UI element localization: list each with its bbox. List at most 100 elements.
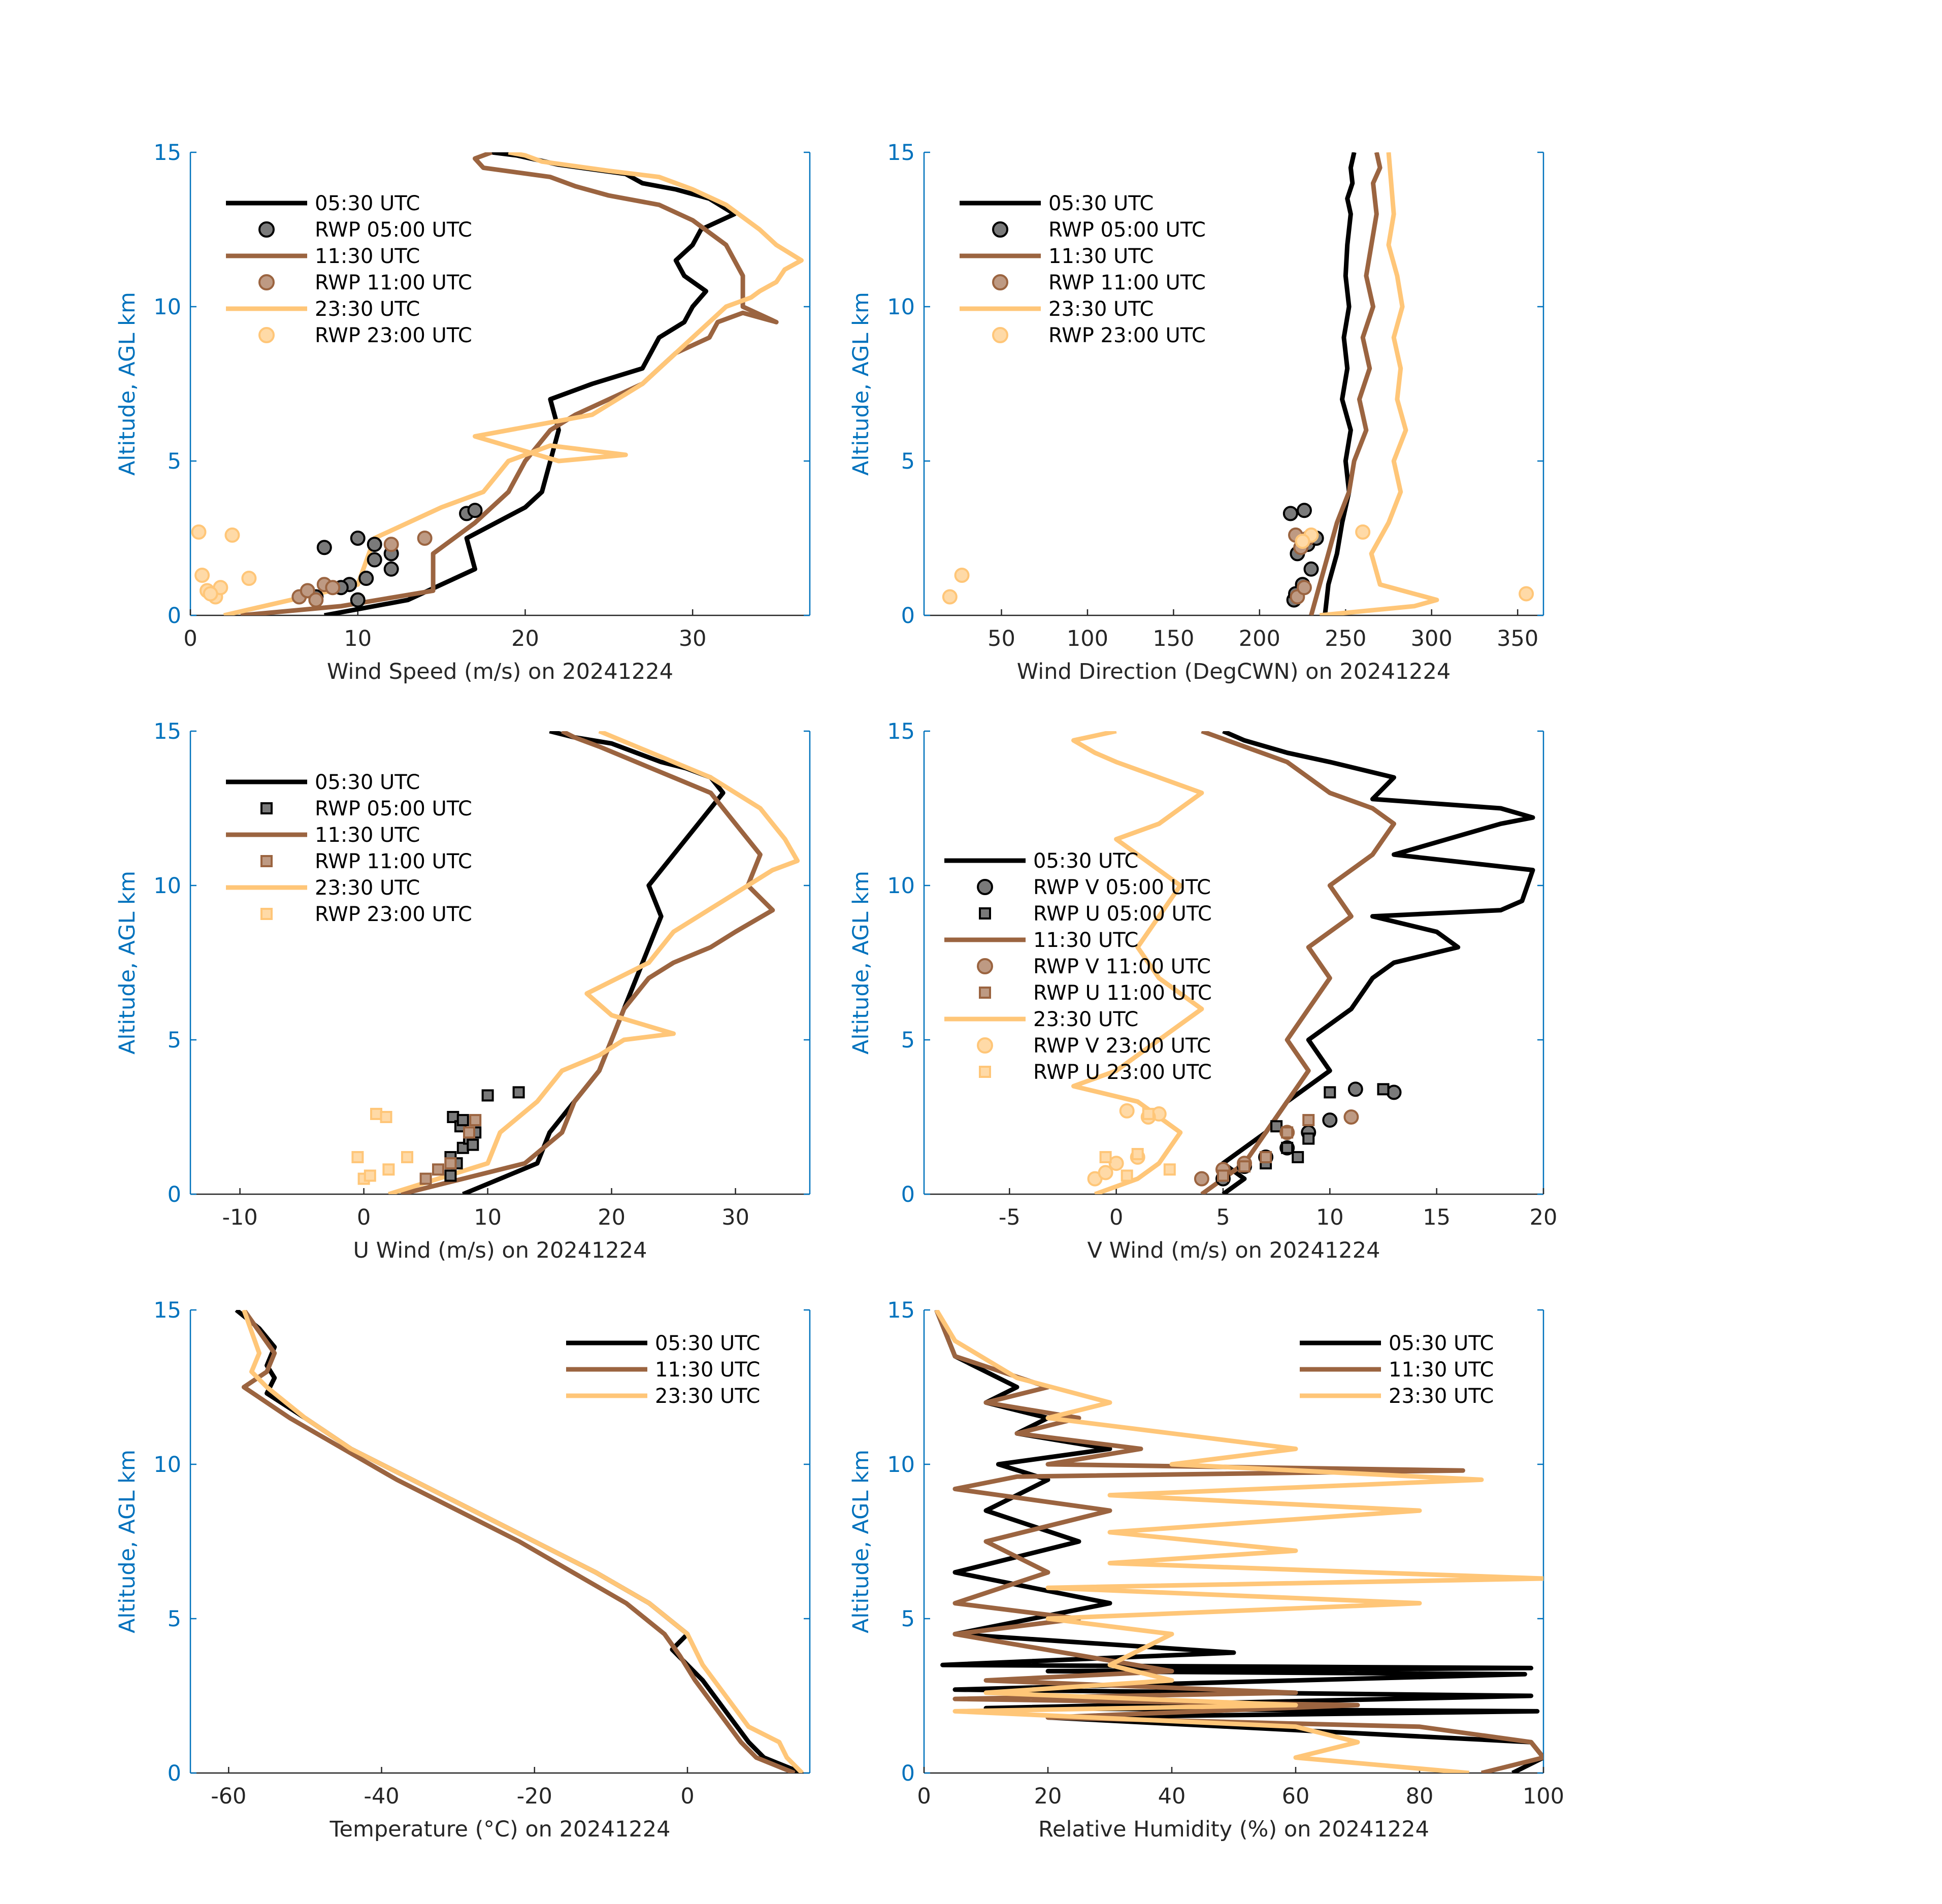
legend-label: 23:30 UTC bbox=[315, 876, 420, 900]
series-line-11-30-utc bbox=[934, 1310, 1543, 1773]
data-point bbox=[1270, 1120, 1283, 1133]
data-point bbox=[1377, 1083, 1390, 1096]
data-point bbox=[481, 1089, 494, 1102]
y-tick-label: 0 bbox=[168, 1182, 181, 1207]
legend-label: 11:30 UTC bbox=[1033, 929, 1138, 952]
y-axis-label: Altitude, AGL km bbox=[115, 292, 140, 476]
data-point bbox=[417, 531, 433, 546]
data-point bbox=[241, 571, 257, 586]
x-axis-label: U Wind (m/s) on 20241224 bbox=[353, 1238, 647, 1263]
y-tick-label: 0 bbox=[168, 1761, 181, 1786]
series-line-05-30-utc bbox=[1323, 152, 1357, 615]
data-point bbox=[370, 1107, 382, 1120]
data-point bbox=[1108, 1156, 1124, 1171]
legend-label: 23:30 UTC bbox=[315, 298, 420, 321]
x-tick-label: 80 bbox=[1406, 1784, 1434, 1809]
data-point bbox=[1347, 1081, 1363, 1097]
data-point bbox=[1296, 580, 1312, 596]
series-line-23-30-utc bbox=[223, 152, 804, 615]
chart-panel-rh: 0 5 10 15 0 20 40 60 80 100 Relative Humidity (%) … bbox=[848, 1298, 1564, 1842]
legend: 05:30 UTC 11:30 UTC 23:30 UTC bbox=[1300, 1332, 1494, 1408]
y-tick-label: 0 bbox=[901, 1761, 915, 1786]
series-line-11-30-utc bbox=[1200, 731, 1396, 1194]
legend: 05:30 UTC RWP 05:00 UTC 11:30 UTC RWP 11:00… bbox=[226, 192, 472, 347]
legend-label: RWP U 11:00 UTC bbox=[1033, 981, 1212, 1005]
legend-marker-swatch bbox=[992, 274, 1008, 290]
legend-label: RWP 23:00 UTC bbox=[315, 324, 472, 347]
data-point bbox=[367, 537, 382, 552]
chart-panel-u: 0 5 10 15 -10 0 10 20 30 U Wind (m/s) on 20241224… bbox=[115, 719, 811, 1263]
y-tick-label: 5 bbox=[901, 1606, 915, 1632]
legend-marker-swatch bbox=[992, 221, 1008, 238]
y-tick-label: 10 bbox=[153, 873, 181, 899]
x-tick-label: 100 bbox=[1067, 626, 1108, 651]
data-point bbox=[1324, 1086, 1336, 1099]
chart-panel-v: 0 5 10 15 -5 0 5 10 15 20 V Wind (m/s) on 20241224… bbox=[848, 719, 1557, 1263]
x-tick-label: 150 bbox=[1153, 626, 1194, 651]
legend-label: RWP V 05:00 UTC bbox=[1033, 876, 1211, 899]
y-tick-label: 10 bbox=[153, 1452, 181, 1478]
data-point bbox=[367, 552, 382, 568]
data-point bbox=[203, 586, 218, 602]
data-point bbox=[444, 1157, 457, 1170]
data-point bbox=[467, 1138, 479, 1151]
series-line-05-30-utc bbox=[1221, 731, 1535, 1194]
data-point bbox=[316, 540, 332, 555]
data-point bbox=[308, 592, 324, 608]
legend-marker-swatch bbox=[258, 327, 275, 343]
data-point bbox=[1296, 503, 1312, 518]
x-tick-label: 20 bbox=[1034, 1784, 1062, 1809]
x-tick-label: -40 bbox=[364, 1784, 399, 1809]
plot-area bbox=[934, 1310, 1543, 1773]
legend-label: 23:30 UTC bbox=[1033, 1008, 1138, 1031]
y-tick-label: 15 bbox=[153, 1298, 181, 1323]
data-point bbox=[350, 592, 366, 608]
data-point bbox=[954, 567, 970, 583]
legend-marker-swatch bbox=[979, 987, 991, 999]
x-axis-label: Temperature (°C) on 20241224 bbox=[330, 1817, 671, 1842]
x-tick-label: 100 bbox=[1523, 1784, 1564, 1809]
series-line-11-30-utc bbox=[1309, 152, 1383, 615]
y-tick-label: 15 bbox=[887, 140, 915, 166]
plot-area bbox=[191, 152, 804, 615]
y-axis-label: Altitude, AGL km bbox=[848, 871, 874, 1055]
legend-marker-swatch bbox=[979, 1066, 991, 1078]
data-point bbox=[1322, 1112, 1338, 1128]
x-tick-label: 30 bbox=[721, 1205, 749, 1230]
data-point bbox=[191, 524, 207, 540]
x-tick-label: 40 bbox=[1158, 1784, 1186, 1809]
x-tick-label: 0 bbox=[1109, 1205, 1123, 1230]
data-point bbox=[1131, 1147, 1144, 1160]
series-line-11-30-utc bbox=[241, 1310, 796, 1773]
legend: 05:30 UTC RWP 05:00 UTC 11:30 UTC RWP 11:00… bbox=[226, 771, 472, 926]
data-point bbox=[1282, 506, 1298, 521]
data-point bbox=[1355, 524, 1371, 540]
data-point bbox=[432, 1163, 444, 1176]
legend-label: 11:30 UTC bbox=[315, 824, 420, 847]
y-tick-label: 10 bbox=[887, 873, 915, 899]
data-point bbox=[1302, 1132, 1315, 1145]
data-point bbox=[1295, 534, 1310, 549]
y-axis-label: Altitude, AGL km bbox=[848, 1450, 874, 1633]
x-axis-label: Wind Direction (DegCWN) on 20241224 bbox=[1017, 659, 1451, 684]
series-line-23-30-utc bbox=[242, 1310, 804, 1773]
legend-label: 11:30 UTC bbox=[1389, 1358, 1494, 1382]
legend-label: RWP 11:00 UTC bbox=[315, 271, 472, 294]
x-tick-label: 0 bbox=[680, 1784, 694, 1809]
legend-label: 05:30 UTC bbox=[315, 771, 420, 794]
y-tick-label: 15 bbox=[887, 1298, 915, 1323]
legend-label: 23:30 UTC bbox=[1048, 298, 1154, 321]
y-tick-label: 0 bbox=[168, 603, 181, 629]
series-line-05-30-utc bbox=[462, 731, 726, 1194]
legend-label: RWP 05:00 UTC bbox=[315, 218, 472, 242]
x-tick-label: 5 bbox=[1216, 1205, 1230, 1230]
x-tick-label: 250 bbox=[1325, 626, 1366, 651]
data-point bbox=[383, 537, 399, 552]
y-tick-label: 5 bbox=[168, 449, 181, 474]
data-point bbox=[456, 1114, 469, 1127]
y-tick-label: 15 bbox=[153, 719, 181, 744]
data-point bbox=[1099, 1151, 1112, 1164]
y-tick-label: 5 bbox=[901, 449, 915, 474]
